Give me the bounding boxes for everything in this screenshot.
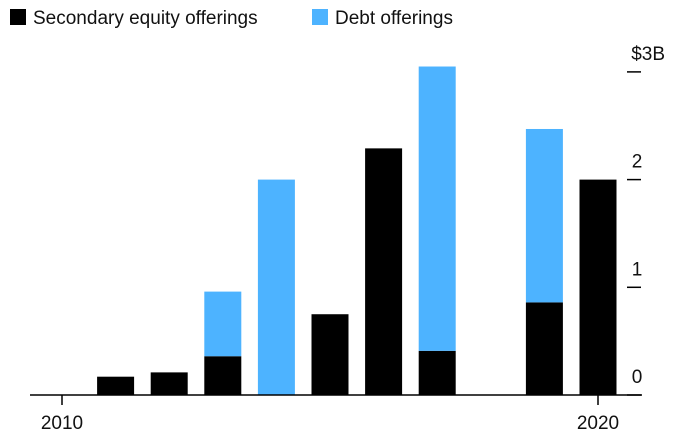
legend-label: Debt offerings (335, 8, 453, 29)
bar-segment (525, 128, 563, 303)
bar-segment (204, 356, 242, 395)
x-tick-label: 2010 (41, 413, 83, 434)
legend-swatch (10, 9, 26, 25)
y-tick-label: $3B (631, 44, 665, 65)
bar-segment (257, 179, 295, 395)
bar-segment (579, 179, 617, 395)
bar-segment (418, 66, 456, 351)
bar-segment (311, 314, 349, 395)
y-tick-label: 2 (632, 152, 643, 173)
bar-segment (204, 291, 242, 357)
legend-label: Secondary equity offerings (33, 8, 258, 29)
bar-segment (525, 302, 563, 395)
y-tick-label: 0 (632, 367, 643, 388)
bar-segment (418, 350, 456, 395)
x-tick-label: 2020 (577, 413, 619, 434)
bar-segment (365, 148, 403, 395)
bar-segment (150, 372, 188, 395)
y-tick-label: 1 (632, 259, 643, 280)
legend-swatch (312, 9, 328, 25)
bar-segment (97, 376, 135, 395)
